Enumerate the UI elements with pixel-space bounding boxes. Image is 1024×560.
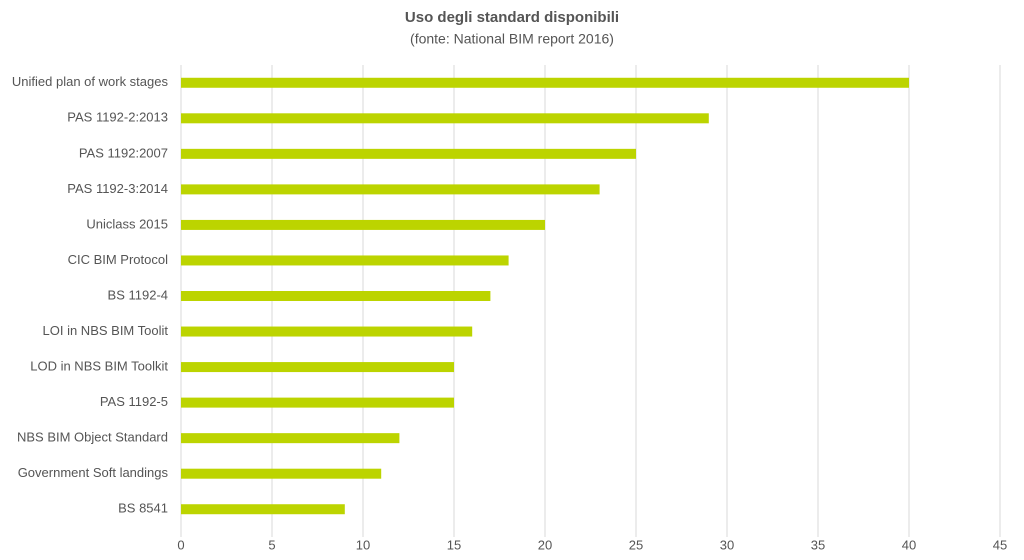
- bar: [181, 362, 454, 373]
- bar: [181, 326, 473, 337]
- bar: [181, 291, 491, 301]
- bar: [181, 397, 454, 408]
- y-tick-label: PAS 1192-2:2013: [67, 110, 168, 125]
- chart-title: Uso degli standard disponibili: [405, 9, 619, 26]
- x-tick-label: 30: [720, 537, 734, 552]
- x-tick-label: 10: [356, 537, 370, 552]
- bar: [181, 504, 345, 515]
- y-tick-label: Uniclass 2015: [86, 216, 168, 231]
- x-tick-label: 15: [447, 537, 461, 552]
- bar: [181, 468, 382, 479]
- x-tick-label: 40: [902, 537, 916, 552]
- bar: [181, 184, 600, 195]
- y-tick-label: PAS 1192-5: [100, 394, 168, 409]
- bar: [181, 77, 909, 88]
- y-tick-label: CIC BIM Protocol: [68, 252, 169, 267]
- x-tick-label: 5: [268, 537, 275, 552]
- y-tick-label: PAS 1192-3:2014: [67, 181, 168, 196]
- y-tick-label: PAS 1192:2007: [79, 145, 168, 160]
- y-tick-label: LOI in NBS BIM Toolit: [43, 323, 169, 338]
- y-tick-label: BS 1192-4: [108, 287, 168, 302]
- bar: [181, 219, 545, 230]
- chart-subtitle: (fonte: National BIM report 2016): [410, 31, 614, 47]
- bar: [181, 148, 636, 159]
- y-tick-label: Government Soft landings: [18, 465, 169, 480]
- bar: [181, 433, 400, 444]
- x-tick-label: 45: [993, 537, 1007, 552]
- bar: [181, 255, 509, 266]
- x-tick-label: 20: [538, 537, 552, 552]
- y-tick-label: NBS BIM Object Standard: [17, 430, 168, 445]
- bar: [181, 113, 709, 124]
- y-tick-label: LOD in NBS BIM Toolkit: [30, 359, 168, 374]
- x-tick-label: 0: [177, 537, 184, 552]
- y-tick-label: Unified plan of work stages: [12, 74, 169, 89]
- y-tick-label: BS 8541: [118, 501, 168, 516]
- x-tick-label: 25: [629, 537, 643, 552]
- x-tick-label: 35: [811, 537, 825, 552]
